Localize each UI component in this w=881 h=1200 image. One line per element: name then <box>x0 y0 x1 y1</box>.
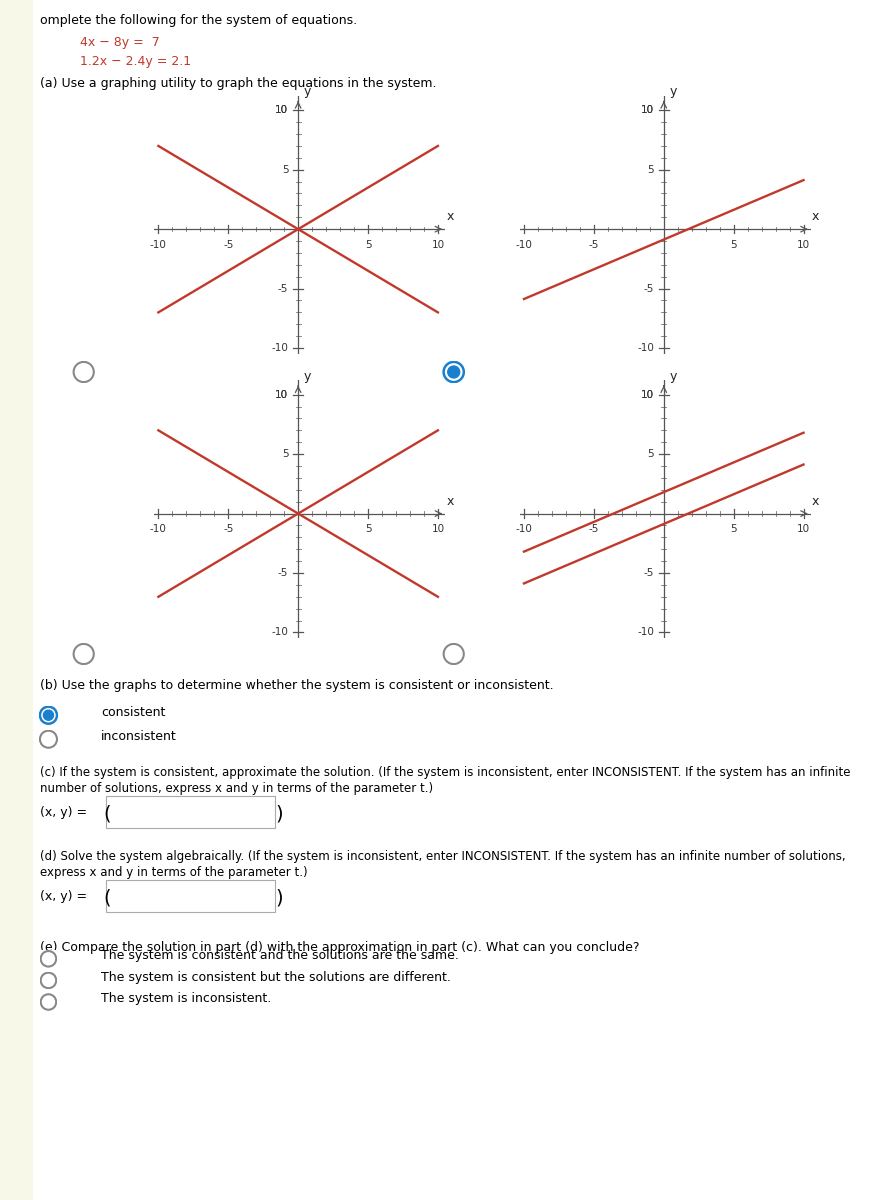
Circle shape <box>448 366 460 378</box>
Text: -5: -5 <box>644 568 654 578</box>
Text: y: y <box>304 85 311 98</box>
Text: 5: 5 <box>730 240 737 250</box>
Text: (x, y) =: (x, y) = <box>41 890 87 904</box>
Text: x: x <box>812 494 819 508</box>
Text: omplete the following for the system of equations.: omplete the following for the system of … <box>41 14 358 28</box>
Text: -10: -10 <box>637 628 654 637</box>
Text: 10: 10 <box>432 240 445 250</box>
Text: 10: 10 <box>797 240 811 250</box>
Text: -5: -5 <box>589 240 599 250</box>
Text: The system is consistent but the solutions are different.: The system is consistent but the solutio… <box>101 971 451 984</box>
Text: 4x − 8y =  7: 4x − 8y = 7 <box>80 36 159 49</box>
Text: 10: 10 <box>275 106 288 115</box>
Text: -10: -10 <box>271 628 288 637</box>
Text: -5: -5 <box>644 283 654 294</box>
Text: 10: 10 <box>275 106 288 115</box>
Text: -10: -10 <box>637 343 654 353</box>
Text: x: x <box>447 494 454 508</box>
Text: 10: 10 <box>432 524 445 534</box>
FancyBboxPatch shape <box>107 880 275 912</box>
Text: 10: 10 <box>640 390 654 400</box>
Text: The system is consistent and the solutions are the same.: The system is consistent and the solutio… <box>101 949 459 962</box>
FancyBboxPatch shape <box>107 796 275 828</box>
Text: inconsistent: inconsistent <box>101 730 177 743</box>
Text: -5: -5 <box>223 524 233 534</box>
Text: -10: -10 <box>515 240 532 250</box>
Text: -5: -5 <box>278 283 288 294</box>
Text: consistent: consistent <box>101 706 166 719</box>
Text: -5: -5 <box>278 568 288 578</box>
Text: ): ) <box>276 804 284 823</box>
Text: 10: 10 <box>275 390 288 400</box>
Text: (e) Compare the solution in part (d) with the approximation in part (c). What ca: (e) Compare the solution in part (d) wit… <box>41 941 640 954</box>
Text: -10: -10 <box>515 524 532 534</box>
Text: x: x <box>447 210 454 223</box>
Text: 5: 5 <box>648 449 654 460</box>
Text: 10: 10 <box>640 106 654 115</box>
Text: (d) Solve the system algebraically. (If the system is inconsistent, enter INCONS: (d) Solve the system algebraically. (If … <box>41 850 846 863</box>
Text: 5: 5 <box>648 164 654 175</box>
Text: 5: 5 <box>365 524 372 534</box>
Text: ): ) <box>276 888 284 907</box>
Text: -10: -10 <box>271 343 288 353</box>
Text: 10: 10 <box>640 390 654 400</box>
Text: number of solutions, express x and y in terms of the parameter t.): number of solutions, express x and y in … <box>41 782 433 796</box>
Text: (: ( <box>104 888 111 907</box>
Text: 5: 5 <box>282 449 288 460</box>
Text: 5: 5 <box>365 240 372 250</box>
Text: -5: -5 <box>589 524 599 534</box>
Text: -10: -10 <box>150 524 167 534</box>
Text: y: y <box>670 85 677 98</box>
Text: x: x <box>812 210 819 223</box>
Text: -5: -5 <box>223 240 233 250</box>
Text: 5: 5 <box>282 164 288 175</box>
Text: (b) Use the graphs to determine whether the system is consistent or inconsistent: (b) Use the graphs to determine whether … <box>41 679 554 692</box>
Text: 10: 10 <box>275 390 288 400</box>
Text: The system is inconsistent.: The system is inconsistent. <box>101 992 271 1006</box>
Text: (x, y) =: (x, y) = <box>41 806 87 820</box>
Text: 5: 5 <box>730 524 737 534</box>
Text: (a) Use a graphing utility to graph the equations in the system.: (a) Use a graphing utility to graph the … <box>41 77 437 90</box>
Text: (c) If the system is consistent, approximate the solution. (If the system is inc: (c) If the system is consistent, approxi… <box>41 766 851 779</box>
Text: -10: -10 <box>150 240 167 250</box>
Circle shape <box>43 710 54 720</box>
Text: 10: 10 <box>797 524 811 534</box>
Text: express x and y in terms of the parameter t.): express x and y in terms of the paramete… <box>41 866 307 880</box>
Text: 10: 10 <box>640 106 654 115</box>
Text: 1.2x − 2.4y = 2.1: 1.2x − 2.4y = 2.1 <box>80 55 191 68</box>
Text: (: ( <box>104 804 111 823</box>
Text: y: y <box>304 370 311 383</box>
Text: y: y <box>670 370 677 383</box>
